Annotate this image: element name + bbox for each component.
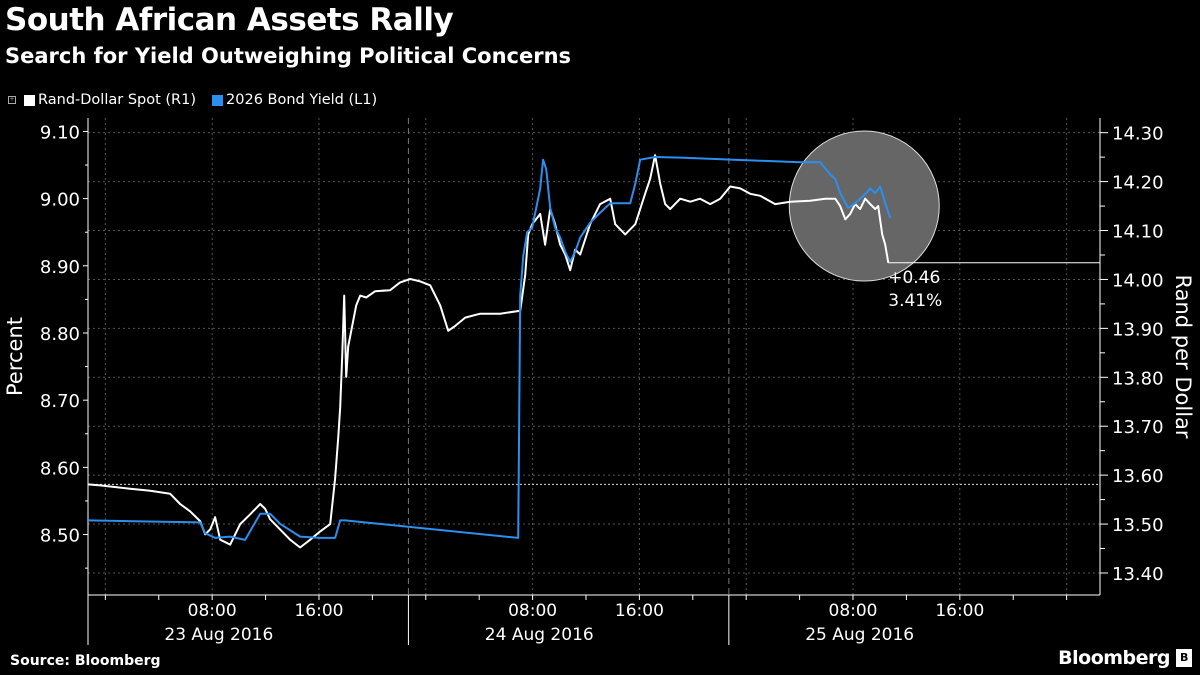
right-tick-label: 13.70 — [1112, 417, 1164, 438]
chart-title: South African Assets Rally — [5, 2, 454, 38]
right-tick-label: 13.90 — [1112, 319, 1164, 340]
x-tick-label: 16:00 — [615, 601, 664, 621]
logo-box-icon: B — [1176, 649, 1192, 667]
highlight-circle — [788, 130, 940, 282]
left-axis-title: Percent — [3, 317, 27, 396]
expand-icon[interactable]: + — [8, 96, 16, 104]
legend-swatch-blue — [212, 94, 224, 106]
change-label: +0.46 — [888, 268, 940, 288]
right-tick-label: 14.30 — [1112, 124, 1164, 145]
right-tick-label: 13.50 — [1112, 515, 1164, 536]
legend-item-rand[interactable]: Rand-Dollar Spot (R1) — [24, 92, 196, 108]
right-tick-label: 13.40 — [1112, 564, 1164, 585]
legend-swatch-white — [24, 94, 35, 106]
legend-item-bond[interactable]: 2026 Bond Yield (L1) — [212, 92, 377, 108]
left-tick-label: 9.00 — [40, 190, 80, 211]
x-tick-label: 16:00 — [294, 601, 343, 621]
date-label: 23 Aug 2016 — [164, 625, 273, 645]
chart-subtitle: Search for Yield Outweighing Political C… — [5, 44, 572, 68]
date-label: 25 Aug 2016 — [805, 625, 914, 645]
right-tick-label: 14.20 — [1112, 173, 1164, 194]
x-tick-label: 08:00 — [508, 601, 557, 621]
date-label: 24 Aug 2016 — [485, 625, 594, 645]
left-tick-label: 8.70 — [40, 391, 80, 412]
source-note: Source: Bloomberg — [10, 653, 161, 669]
legend: + Rand-Dollar Spot (R1) 2026 Bond Yield … — [8, 92, 387, 108]
right-axis-title: Rand per Dollar — [1171, 274, 1195, 438]
legend-label: 2026 Bond Yield (L1) — [226, 92, 378, 108]
left-tick-label: 9.10 — [40, 122, 80, 143]
rand-dollar-line — [88, 154, 890, 549]
right-tick-label: 14.00 — [1112, 270, 1164, 291]
bond-yield-line — [88, 156, 892, 541]
x-tick-label: 08:00 — [188, 601, 237, 621]
x-tick-label: 08:00 — [829, 601, 878, 621]
left-tick-label: 8.90 — [40, 257, 80, 278]
right-tick-label: 14.10 — [1112, 222, 1164, 243]
left-tick-label: 8.80 — [40, 324, 80, 345]
right-tick-label: 13.60 — [1112, 466, 1164, 487]
bloomberg-logo: Bloomberg B — [1058, 647, 1192, 669]
left-tick-label: 8.60 — [40, 458, 80, 479]
right-tick-label: 13.80 — [1112, 368, 1164, 389]
left-tick-label: 8.50 — [40, 526, 80, 547]
legend-label: Rand-Dollar Spot (R1) — [38, 92, 197, 108]
x-tick-label: 16:00 — [935, 601, 984, 621]
percent-label: 3.41% — [888, 291, 942, 311]
